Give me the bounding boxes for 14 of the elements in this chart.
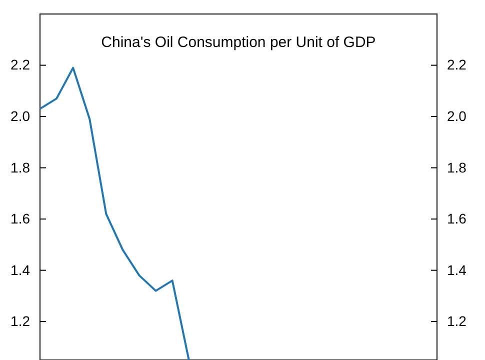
- text: China's Oil Consumption per Unit of GDP: [101, 34, 376, 51]
- y-tick-label: 1.4: [10, 262, 30, 278]
- y-tick-label: 2.2: [10, 56, 30, 73]
- line-series: [39, 66, 190, 360]
- y2-tick-label: 1.6: [447, 210, 467, 227]
- y-tick-label: 1.2: [10, 313, 30, 330]
- y-tick-label: 2.0: [10, 108, 30, 124]
- y2-tick-label: 1.8: [447, 159, 467, 176]
- y-tick-label: 1.6: [10, 210, 30, 227]
- y-tick-label: 1.8: [10, 159, 30, 176]
- y2-tick-label: 1.2: [447, 313, 467, 330]
- y2-tick-label: 2.0: [447, 108, 467, 124]
- y2-tick-label: 1.4: [447, 262, 467, 278]
- y2-tick-label: 2.2: [447, 56, 467, 73]
